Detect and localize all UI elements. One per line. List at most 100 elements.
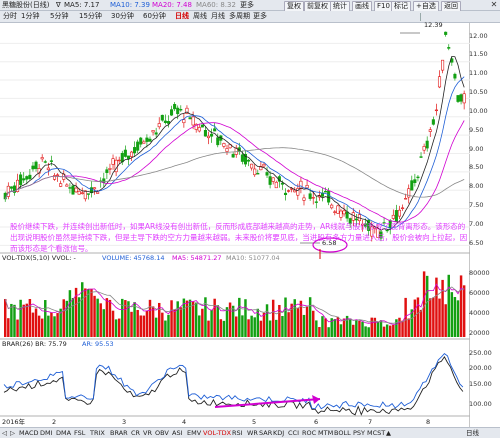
tab-mcst[interactable]: MCST — [367, 429, 386, 437]
volume-bar — [151, 306, 155, 337]
tab-brar[interactable]: BRAR — [110, 429, 128, 437]
candle-body — [302, 197, 306, 201]
volume-bar — [373, 317, 377, 337]
tab-mtm[interactable]: MTM — [318, 429, 334, 437]
ar-line — [3, 352, 464, 410]
candle-body — [123, 149, 127, 157]
volume-bar — [124, 300, 127, 337]
candle-body — [222, 143, 226, 147]
volume-bar — [348, 318, 352, 337]
period-daily[interactable]: 日线 — [175, 12, 189, 20]
volume-bar — [219, 319, 223, 337]
candle-body — [206, 135, 211, 139]
tab-rsi[interactable]: RSI — [232, 429, 243, 437]
volume-bar — [179, 307, 183, 337]
candle-body — [376, 228, 380, 238]
tab-cci[interactable]: CCI — [288, 429, 299, 437]
candle-body — [327, 190, 331, 203]
candle-body — [410, 180, 414, 191]
tab-nav-right-icon[interactable]: ▷ — [10, 429, 15, 437]
volume-bar — [339, 324, 343, 337]
tab-asi[interactable]: ASI — [172, 429, 183, 437]
period-weekly[interactable]: 周线 — [193, 12, 207, 20]
tab-right-label: 日线 — [466, 429, 479, 437]
volume-bar — [10, 303, 13, 337]
tab-psy[interactable]: PSY — [353, 429, 366, 437]
candle-body — [185, 107, 189, 114]
tab-dmi[interactable]: DMI — [40, 429, 53, 437]
volume-bar — [265, 304, 269, 337]
volume-bar — [22, 304, 25, 337]
volume-bar — [47, 315, 50, 337]
volume-bar — [259, 320, 263, 337]
month-label: 6 — [314, 418, 319, 426]
tab-fsl[interactable]: FSL — [74, 429, 86, 437]
tab-vr[interactable]: VR — [143, 429, 152, 437]
tab-nav-left-icon[interactable]: ◁ — [2, 429, 7, 437]
period-1min[interactable]: 1分钟 — [21, 12, 40, 20]
volume-bar — [87, 288, 90, 337]
tab-more-icon[interactable]: ▲ — [386, 429, 391, 437]
tab-sar[interactable]: SAR — [259, 429, 273, 437]
tab-vol-tdx[interactable]: VOL-TDX — [203, 429, 232, 437]
period-monthly[interactable]: 月线 — [211, 12, 225, 20]
candle-body — [22, 178, 26, 181]
volume-bar — [96, 298, 99, 337]
candle-body — [311, 197, 315, 199]
tab-trix[interactable]: TRIX — [90, 429, 105, 437]
month-label: 3 — [122, 418, 127, 426]
candle-body — [145, 137, 149, 142]
tab-kdj[interactable]: KDJ — [273, 429, 285, 437]
period-15min[interactable]: 15分钟 — [79, 12, 102, 20]
price-tick: 7.50 — [469, 201, 484, 209]
annotation-text: 股价继续下跌，并连续创出新低时，如果AR线没有创出新低，反而形成底部越来越高的走… — [10, 222, 468, 253]
tab-roc[interactable]: ROC — [302, 429, 317, 437]
vol-ma10-line — [4, 286, 465, 324]
month-label: 4 — [182, 418, 187, 426]
tab-wr[interactable]: WR — [247, 429, 258, 437]
tab-obv[interactable]: OBV — [155, 429, 169, 437]
candle-body — [114, 159, 118, 173]
more-link[interactable]: 更多 — [240, 1, 254, 9]
volume-bar — [59, 308, 62, 337]
volume-bar — [16, 319, 19, 337]
volume-bar — [404, 297, 407, 337]
candle-body — [225, 148, 229, 152]
volume-bar — [271, 299, 275, 337]
chart-canvas[interactable] — [0, 23, 470, 427]
ma60-line — [4, 147, 465, 200]
volume-bar — [114, 319, 118, 337]
month-label: 8 — [426, 418, 431, 426]
ma20-line — [4, 120, 465, 223]
close-icon[interactable]: ✕ — [490, 0, 498, 9]
candle-body — [151, 130, 155, 133]
chevron-down-icon[interactable]: ∇ — [56, 1, 61, 9]
candle-body — [28, 174, 32, 179]
candle-body — [182, 119, 186, 124]
volume-bar — [256, 308, 260, 337]
volume-bar — [25, 303, 29, 337]
volume-bar — [102, 309, 106, 337]
period-30min[interactable]: 30分钟 — [111, 12, 134, 20]
period-5min[interactable]: 5分钟 — [50, 12, 69, 20]
tab-emv[interactable]: EMV — [187, 429, 202, 437]
volume-bar — [324, 318, 327, 337]
period-multi[interactable]: 多周期 — [229, 12, 250, 20]
tab-dma[interactable]: DMA — [56, 429, 72, 437]
tab-boll[interactable]: BOLL — [334, 429, 351, 437]
volume-bar — [296, 308, 300, 337]
candle-body — [336, 205, 340, 214]
period-intraday[interactable]: 分时 — [3, 12, 17, 20]
month-label: 2 — [52, 418, 57, 426]
volume-bar — [450, 292, 454, 337]
volume-bar — [148, 299, 152, 337]
period-60min[interactable]: 60分钟 — [143, 12, 166, 20]
volume-bar — [352, 324, 355, 337]
candle-body — [360, 223, 365, 226]
period-more[interactable]: 更多 — [253, 12, 267, 20]
candle-body — [265, 172, 269, 176]
tab-cr[interactable]: CR — [131, 429, 141, 437]
tab-macd[interactable]: MACD — [19, 429, 39, 437]
ma10-legend: MA10: 7.39 — [110, 1, 150, 9]
volume-bar — [105, 298, 109, 337]
